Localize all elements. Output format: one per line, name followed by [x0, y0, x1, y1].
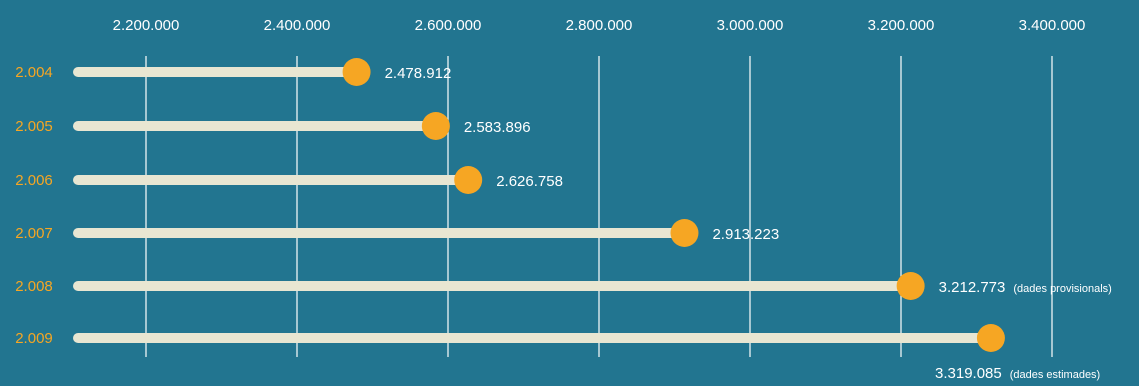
data-label: 3.212.773	[939, 279, 1006, 296]
x-tick-label: 2.200.000	[113, 17, 180, 34]
category-label: 2.004	[15, 64, 53, 81]
category-label: 2.009	[15, 330, 53, 347]
data-point	[976, 324, 1005, 352]
data-annotation: (dades estimades)	[1010, 369, 1101, 381]
data-label: 2.626.758	[496, 173, 563, 190]
x-tick-label: 2.400.000	[264, 17, 331, 34]
bars	[73, 58, 1005, 352]
data-annotation: (dades provisionals)	[1013, 283, 1111, 295]
x-tick-label: 3.200.000	[868, 17, 935, 34]
data-point	[342, 58, 371, 86]
data-label: 2.478.912	[385, 65, 452, 82]
labels: 2.004 2.478.912 2.005 2.583.896 2.006 2.626.7…	[15, 64, 1112, 382]
data-point	[454, 166, 483, 194]
x-tick-label: 2.800.000	[566, 17, 633, 34]
data-point	[670, 219, 699, 247]
category-label: 2.005	[15, 118, 53, 135]
x-axis-tick-labels: 2.200.000 2.400.000 2.600.000 2.800.000 3.00…	[113, 17, 1086, 34]
x-tick-label: 3.400.000	[1019, 17, 1086, 34]
data-label: 2.583.896	[464, 119, 531, 136]
data-label: 3.319.085	[935, 365, 1002, 382]
data-point	[421, 112, 450, 140]
category-label: 2.006	[15, 172, 53, 189]
gridlines	[145, 56, 1053, 357]
x-tick-label: 3.000.000	[717, 17, 784, 34]
x-tick-label: 2.600.000	[415, 17, 482, 34]
data-point	[896, 272, 925, 300]
category-label: 2.008	[15, 278, 53, 295]
data-label: 2.913.223	[712, 226, 779, 243]
category-label: 2.007	[15, 225, 53, 242]
